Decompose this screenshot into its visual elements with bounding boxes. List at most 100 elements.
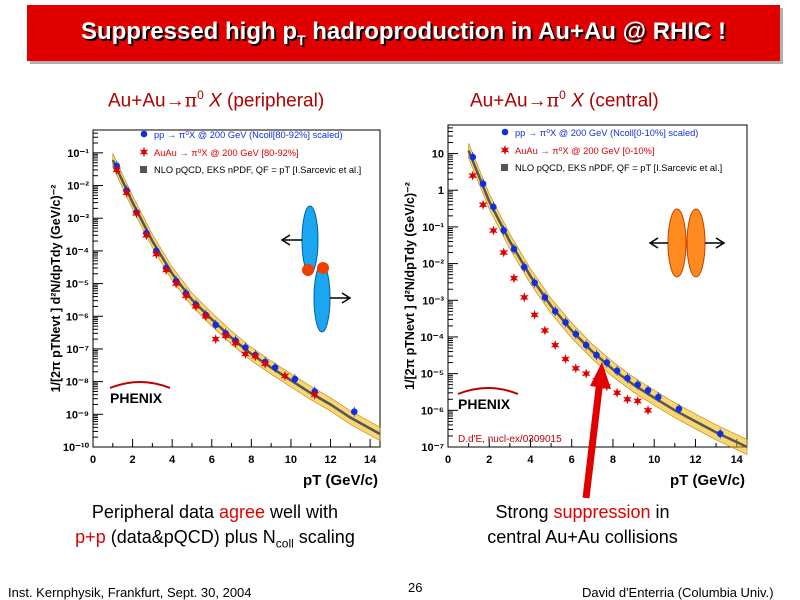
pp-data-point xyxy=(582,341,590,349)
legend-pp-label: pp → π⁰X @ 200 GeV (Ncoll[0-10%] scaled) xyxy=(515,128,698,138)
pp-data-point xyxy=(634,381,642,388)
auau-data-point xyxy=(478,199,488,210)
legend-pp-marker xyxy=(140,130,148,138)
y-tick-label: 10⁻⁶ xyxy=(421,405,444,417)
pp-data-point xyxy=(624,374,631,382)
x-tick-label: 4 xyxy=(169,454,176,466)
slide-title-bar: Suppressed high pT hadroproduction in Au… xyxy=(27,5,780,61)
slide-title: Suppressed high pT hadroproduction in Au… xyxy=(80,18,727,48)
x-tick-label: 2 xyxy=(486,454,492,466)
phenix-logo-text: PHENIX xyxy=(110,390,163,406)
y-tick-label: 10⁻⁷ xyxy=(66,344,89,356)
legend-nlo-marker xyxy=(140,166,147,173)
pp-data-point xyxy=(644,387,652,394)
nucleus-left xyxy=(667,208,687,278)
auau-data-point xyxy=(468,170,478,181)
auau-data-point xyxy=(520,292,529,303)
overlap-left xyxy=(302,264,314,276)
y-tick-label: 10⁻¹ xyxy=(422,222,444,234)
reference-text: D.d'E, nucl-ex/0309015 xyxy=(458,434,562,445)
pp-data-point xyxy=(675,405,683,413)
auau-data-point xyxy=(499,247,508,258)
pp-data-point xyxy=(716,430,724,438)
pp-data-point xyxy=(242,344,249,351)
arrow-right-icon xyxy=(330,292,352,304)
plot-frame xyxy=(92,129,381,448)
phenix-logo-swoosh xyxy=(457,387,519,395)
x-tick-label: 0 xyxy=(445,454,451,466)
legend-auau-marker xyxy=(139,147,149,157)
y-tick-label: 10⁻⁵ xyxy=(66,279,89,291)
footer-right: David d'Enterria (Columbia Univ.) xyxy=(582,585,774,600)
chart-peripheral: 0 2 4 6 8 10 12 14 10⁻¹⁰ 10⁻⁹ 10⁻⁸ 10⁻⁷ 10⁻⁶ 10⁻⁵ 10⁻⁴… xyxy=(49,129,381,489)
chart-central: 0 2 4 6 8 10 12 14 10⁻⁷ 10⁻⁶ 10⁻⁵ 10⁻⁴ 10⁻³ 10⁻² 10⁻¹ 1… xyxy=(403,124,748,489)
panel-right-subtitle: Au+Au→π0 X (central) xyxy=(470,88,659,112)
auau-data-point xyxy=(260,358,270,369)
auau-data-point xyxy=(152,249,161,260)
y-tick-label: 10⁻⁸ xyxy=(66,377,89,389)
auau-data-point xyxy=(191,301,201,312)
nucleus-upper xyxy=(301,205,319,275)
auau-data-point xyxy=(581,368,591,379)
x-tick-label: 10 xyxy=(285,454,297,466)
y-tick-label: 10⁻⁵ xyxy=(421,369,444,381)
x-tick-label: 12 xyxy=(324,454,336,466)
auau-data-point xyxy=(221,330,230,341)
y-tick-label: 10⁻⁴ xyxy=(421,332,444,344)
y-tick-label: 10⁻³ xyxy=(422,295,444,307)
phenix-logo-swoosh xyxy=(109,381,171,389)
pp-data-point xyxy=(603,359,611,366)
auau-data-point xyxy=(132,208,141,219)
auau-data-point xyxy=(112,164,122,175)
legend-auau-label: AuAu → π⁰X @ 200 GeV [0-10%] xyxy=(515,146,654,156)
auau-data-point xyxy=(612,387,622,398)
legend-auau-label: AuAu → π⁰X @ 200 GeV [80-92%] xyxy=(154,148,299,158)
auau-data-point xyxy=(489,225,498,236)
pp-data-point xyxy=(271,364,279,371)
nlo-band xyxy=(468,143,748,455)
x-tick-label: 8 xyxy=(248,454,254,466)
x-tick-label: 4 xyxy=(527,454,534,466)
auau-data-point xyxy=(142,230,151,241)
auau-data-point xyxy=(211,334,220,345)
auau-data-point xyxy=(633,396,642,406)
pp-data-point xyxy=(593,351,600,359)
panel-left-subtitle: Au+Au→π0 X (peripheral) xyxy=(108,88,325,112)
pp-data-point xyxy=(510,245,518,253)
page-number: 26 xyxy=(408,580,423,595)
x-tick-label: 6 xyxy=(209,454,215,466)
auau-data-point xyxy=(561,354,570,364)
pp-data-point xyxy=(490,203,497,211)
legend-auau-marker xyxy=(500,145,510,155)
y-tick-label: 10⁻² xyxy=(67,181,89,193)
auau-data-point xyxy=(241,349,250,359)
auau-data-point xyxy=(122,187,131,198)
auau-data-point xyxy=(540,325,550,336)
y-tick-label: 10⁻⁶ xyxy=(66,311,89,323)
x-tick-label: 10 xyxy=(648,454,660,466)
pp-data-point xyxy=(613,367,621,375)
x-axis-label: pT (GeV/c) xyxy=(303,472,378,489)
nucleus-lower xyxy=(313,263,331,333)
y-tick-label: 10⁻⁴ xyxy=(66,246,89,258)
caption-peripheral: Peripheral data agree well with p+p (dat… xyxy=(75,502,355,551)
auau-data-point xyxy=(181,290,191,301)
auau-data-point xyxy=(530,309,539,320)
y-axis-label: 1/[2π pTNevt ] d²N/dpTdy (GeV/c)⁻² xyxy=(403,182,417,390)
x-tick-label: 0 xyxy=(90,454,96,466)
auau-data-point xyxy=(201,311,211,322)
y-axis-label: 1/[2π pTNevt ] d²N/dpTdy (GeV/c)⁻² xyxy=(49,185,63,393)
arrow-left-icon xyxy=(280,234,302,246)
auau-data-point xyxy=(623,394,632,405)
pp-data-point xyxy=(469,153,477,161)
arrow-right-icon xyxy=(705,237,726,249)
nucleus-right xyxy=(686,208,706,278)
nlo-curve xyxy=(111,159,381,436)
auau-data-point xyxy=(571,363,581,374)
pp-data-point xyxy=(531,279,538,287)
x-axis-label: pT (GeV/c) xyxy=(670,472,745,489)
y-tick-label: 10⁻⁹ xyxy=(66,409,89,421)
y-tick-label: 10 xyxy=(432,149,444,161)
x-tick-label: 14 xyxy=(731,454,744,466)
y-tick-label: 10⁻⁷ xyxy=(421,442,444,454)
